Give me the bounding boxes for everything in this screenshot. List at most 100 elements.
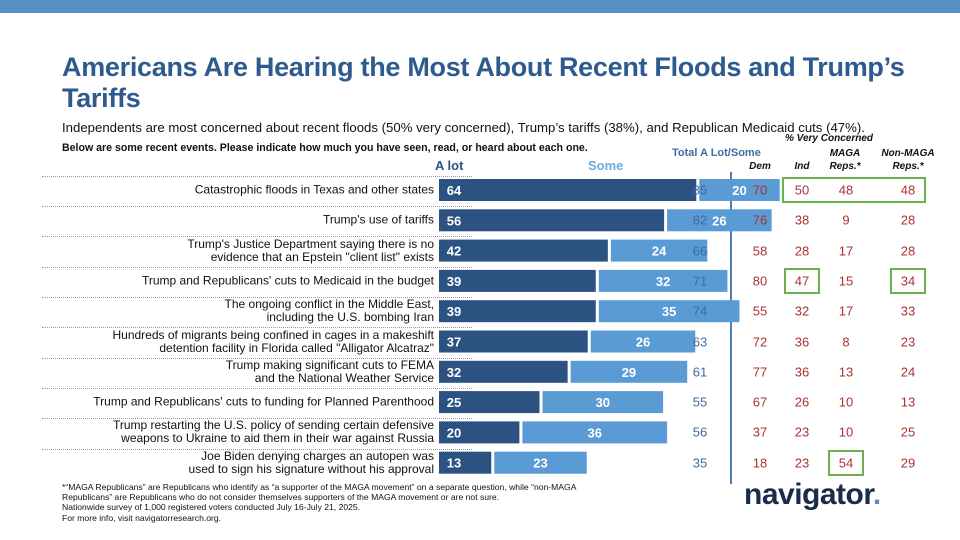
column-divider xyxy=(730,172,732,484)
concern-maga-value: 17 xyxy=(838,303,854,319)
brand-name: navigator xyxy=(744,478,873,511)
bar-a-lot xyxy=(439,209,665,232)
bar-some xyxy=(699,179,780,201)
category-label-line: Trump making significant cuts to FEMA xyxy=(225,357,434,372)
category-label: Trump's Justice Department saying there … xyxy=(14,237,434,264)
category-label: Trump making significant cuts to FEMA and… xyxy=(14,357,434,385)
concern-maga-value: 9 xyxy=(842,212,850,228)
concern-nonmaga-value: 28 xyxy=(900,243,916,259)
concern-nonmaga-value: 33 xyxy=(900,303,916,319)
concern-dem-value: 77 xyxy=(752,364,768,380)
header-dem: Dem xyxy=(749,161,771,172)
concern-dem-value: 18 xyxy=(752,455,768,471)
concern-dem-value: 37 xyxy=(752,424,768,440)
total-value: 56 xyxy=(692,424,708,440)
header-some: Some xyxy=(588,158,624,173)
footnote: *“MAGA Republicans” are Republicans who … xyxy=(62,482,702,523)
concern-dem-value: 58 xyxy=(752,243,768,259)
concern-nonmaga-value: 13 xyxy=(900,394,916,410)
header-very-concerned: % Very Concerned xyxy=(785,133,873,144)
category-label: Joe Biden denying charges an autopen was… xyxy=(14,449,434,476)
concern-ind-value: 26 xyxy=(794,394,810,410)
category-label: Trump and Republicans' cuts to Medicaid … xyxy=(14,274,434,287)
total-value: 35 xyxy=(692,455,708,471)
category-label-line: Trump and Republicans' cuts to funding f… xyxy=(93,394,434,409)
row-separator xyxy=(42,357,472,359)
total-value: 85 xyxy=(692,182,708,198)
total-value: 55 xyxy=(692,394,708,410)
data-label-some: 26 xyxy=(712,213,726,228)
bar-a-lot xyxy=(439,300,596,323)
concern-ind-value: 50 xyxy=(794,182,810,198)
bar-a-lot xyxy=(439,360,568,383)
data-label-a-lot: 32 xyxy=(447,365,461,380)
category-label: Trump and Republicans' cuts to funding f… xyxy=(14,394,434,409)
bar-a-lot xyxy=(439,451,492,474)
category-label-line: Catastrophic floods in Texas and other s… xyxy=(194,182,434,197)
data-label-some: 36 xyxy=(588,425,602,440)
data-label-a-lot: 64 xyxy=(447,183,462,198)
category-label: Trump restarting the U.S. policy of send… xyxy=(14,419,434,445)
data-label-a-lot: 39 xyxy=(447,274,461,289)
row-separator xyxy=(42,297,472,299)
data-label-a-lot: 39 xyxy=(447,304,461,319)
bar-some xyxy=(610,239,708,262)
concern-maga-value: 10 xyxy=(838,394,854,410)
data-label-some: 35 xyxy=(662,304,676,319)
concern-dem-value: 72 xyxy=(752,334,768,349)
concern-nonmaga-value: 29 xyxy=(900,455,916,471)
category-label: Catastrophic floods in Texas and other s… xyxy=(14,182,434,197)
data-label-a-lot: 20 xyxy=(447,425,461,440)
header-non-maga: Non-MAGA Reps.* xyxy=(881,148,935,172)
row-separator xyxy=(42,327,472,329)
data-label-some: 30 xyxy=(596,395,610,410)
bar-some xyxy=(667,209,772,232)
data-label-some: 26 xyxy=(636,335,650,350)
concern-ind-value: 23 xyxy=(794,455,810,471)
footnote-line: For more info, visit navigatorresearch.o… xyxy=(62,512,222,523)
row-separator xyxy=(42,175,472,177)
concern-dem-value: 76 xyxy=(752,212,768,228)
data-label-some: 24 xyxy=(652,244,667,259)
bar-a-lot xyxy=(439,330,588,353)
row-separator xyxy=(42,387,472,389)
highlight-box xyxy=(784,267,820,294)
concern-ind-value: 47 xyxy=(794,273,810,289)
data-label-a-lot: 42 xyxy=(447,244,461,259)
header-ind: Ind xyxy=(794,161,810,172)
category-label: Hundreds of migrants being confined in c… xyxy=(14,328,434,355)
concern-nonmaga-value: 24 xyxy=(900,364,916,380)
bar-a-lot xyxy=(439,179,697,201)
concern-nonmaga-value: 25 xyxy=(900,424,916,440)
concern-ind-value: 28 xyxy=(794,243,810,259)
concern-ind-value: 38 xyxy=(794,212,810,228)
concern-maga-value: 17 xyxy=(838,243,854,259)
highlight-box xyxy=(828,449,864,476)
bar-some xyxy=(590,330,696,353)
concern-dem-value: 55 xyxy=(752,303,768,319)
category-label-line: evidence that an Epstein "client list" e… xyxy=(210,249,434,264)
concern-maga-value: 10 xyxy=(838,424,854,440)
data-label-some: 32 xyxy=(656,274,670,289)
concern-nonmaga-value: 28 xyxy=(900,212,916,228)
concern-maga-value: 15 xyxy=(838,273,854,289)
category-label-line: used to sign his signature without his a… xyxy=(188,461,434,476)
category-label-line: Trump and Republicans' cuts to Medicaid … xyxy=(141,273,434,288)
concern-ind-value: 23 xyxy=(794,424,810,440)
bar-some xyxy=(598,269,728,292)
total-value: 74 xyxy=(692,303,708,319)
bar-a-lot xyxy=(439,391,540,414)
bar-some xyxy=(522,421,668,444)
data-label-some: 23 xyxy=(533,456,547,471)
data-label-some: 20 xyxy=(732,183,746,198)
data-label-some: 29 xyxy=(622,365,636,380)
subtitle: Independents are most concerned about re… xyxy=(62,120,865,135)
category-label-line: including the U.S. bombing Iran xyxy=(266,310,434,325)
data-label-a-lot: 37 xyxy=(447,335,461,350)
concern-maga-value: 13 xyxy=(838,364,854,380)
footnote-line: *“MAGA Republicans” are Republicans who … xyxy=(62,482,577,492)
data-label-a-lot: 56 xyxy=(447,213,461,228)
total-value: 82 xyxy=(692,212,708,228)
bar-a-lot xyxy=(439,421,520,444)
